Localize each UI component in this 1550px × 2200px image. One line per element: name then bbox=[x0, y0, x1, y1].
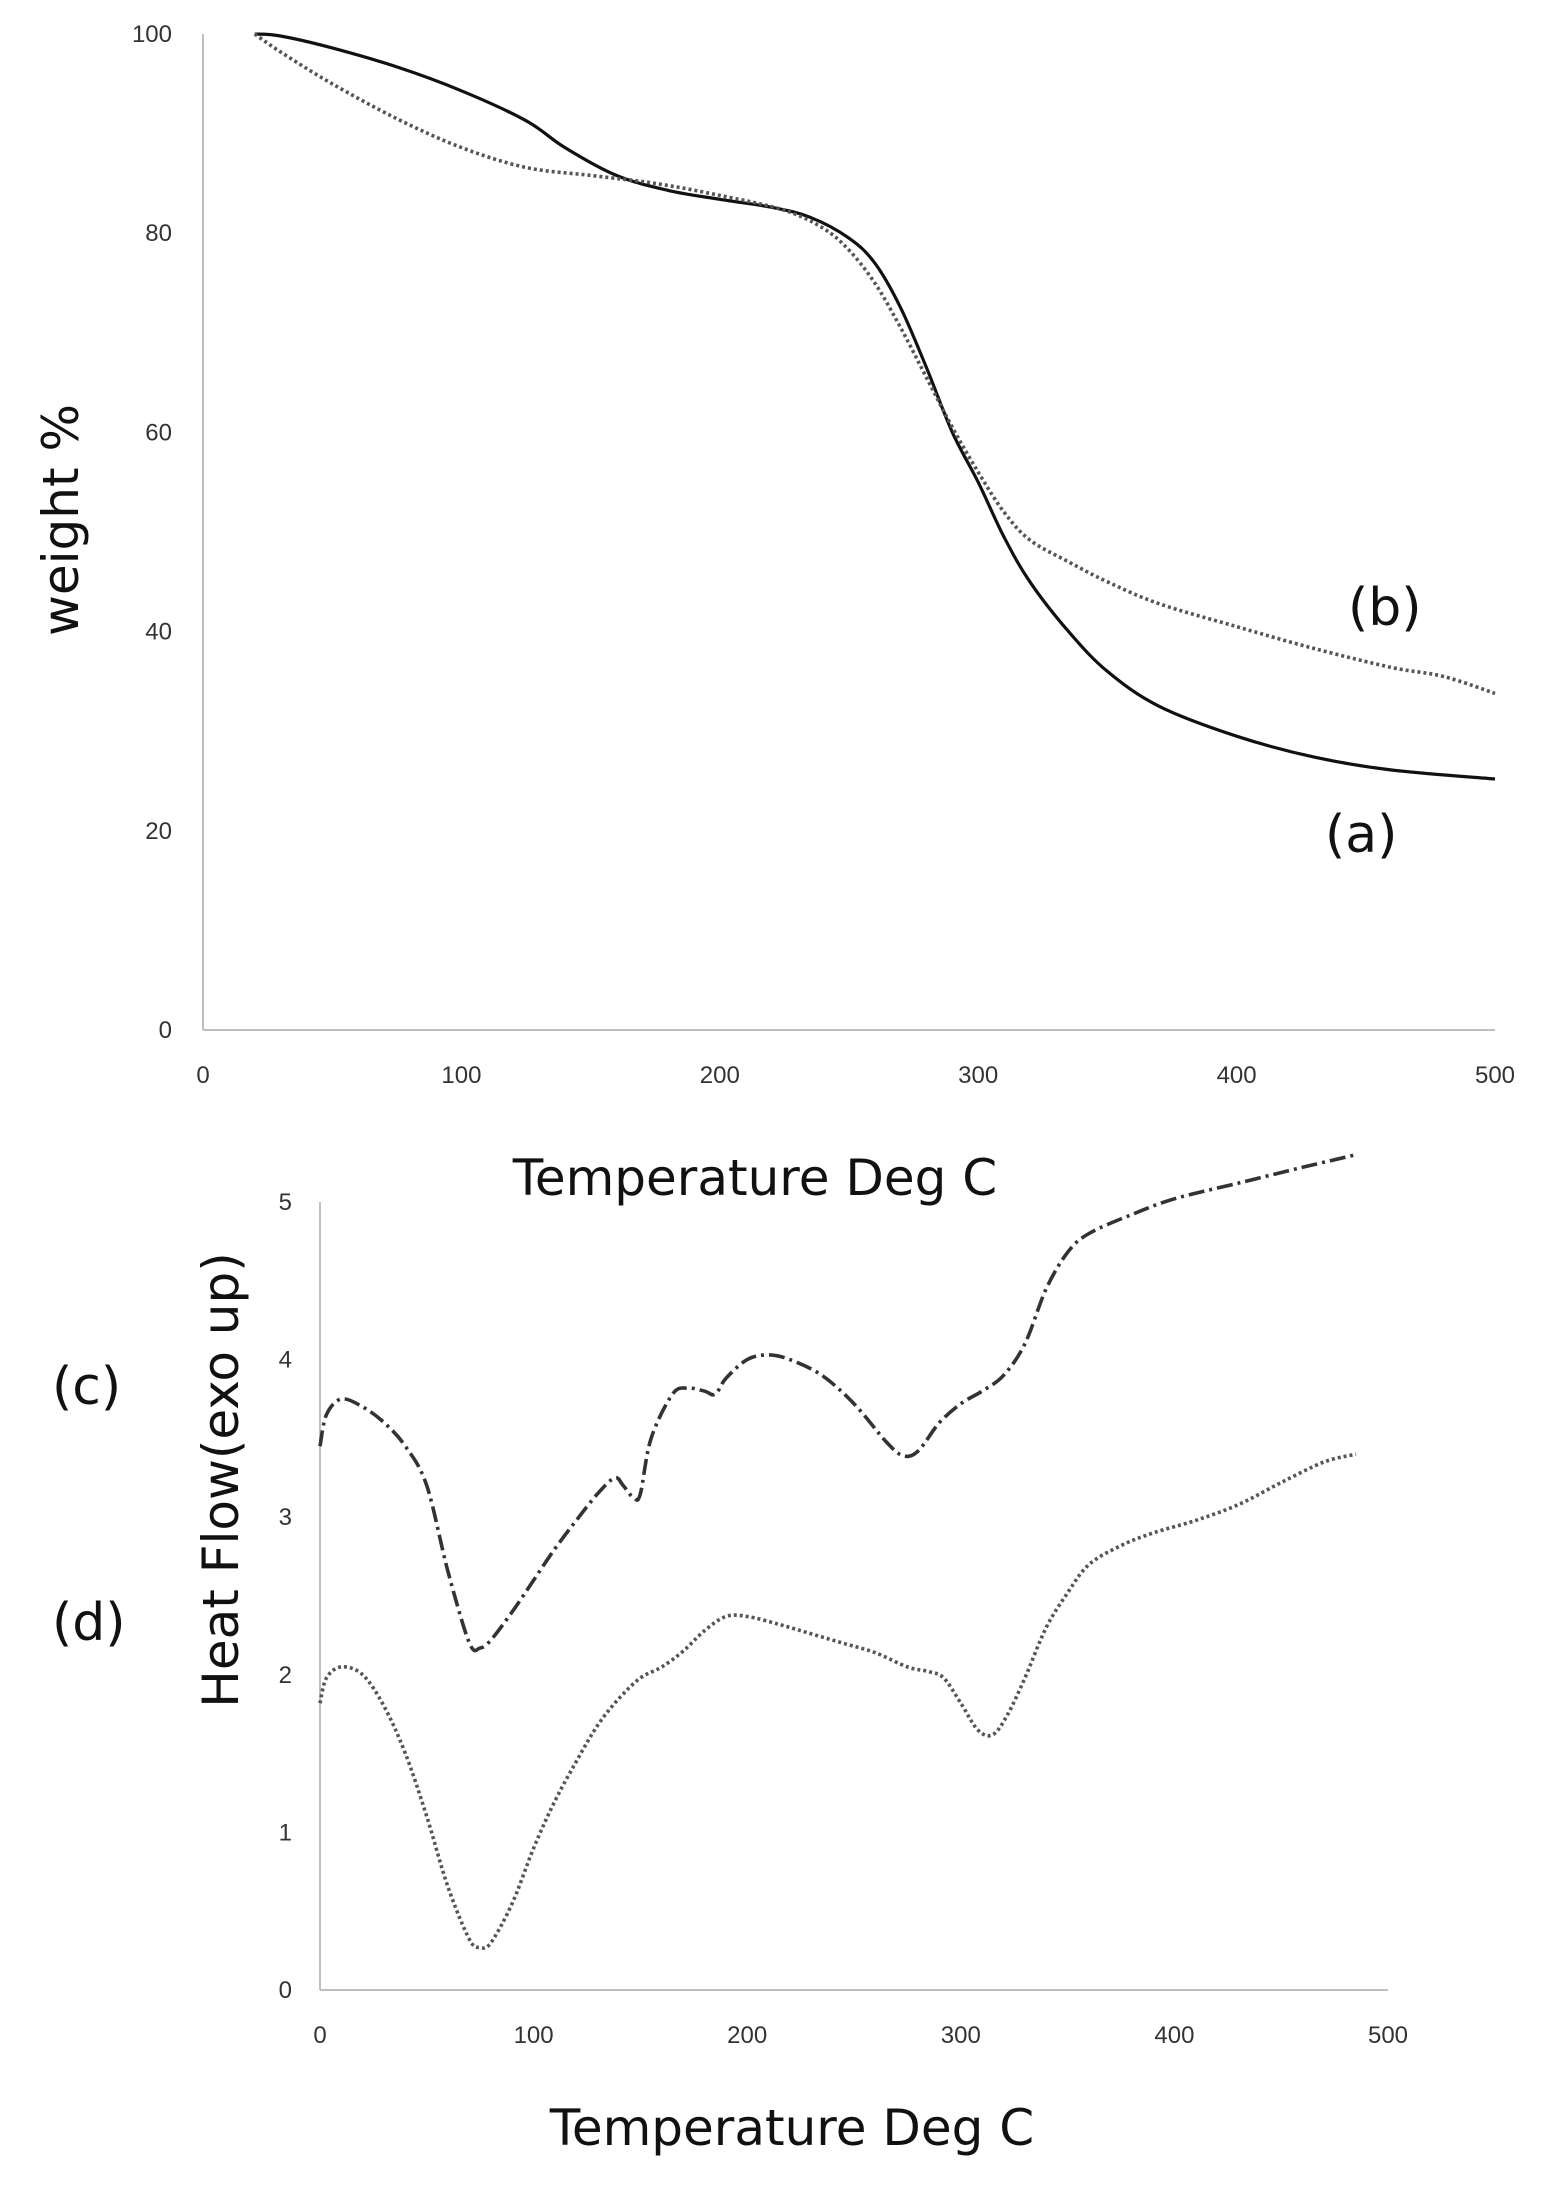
tga-y-tick-label: 20 bbox=[145, 818, 172, 845]
tga-panel: 0 20 40 60 80 100 0 100 200 300 400 500 weight % T… bbox=[32, 21, 1515, 1207]
tga-x-tick-label: 0 bbox=[196, 1062, 209, 1089]
tga-x-tick-label: 100 bbox=[441, 1062, 481, 1089]
tga-x-axis-title: Temperature Deg C bbox=[512, 1149, 997, 1207]
dsc-x-tick-label: 200 bbox=[727, 2022, 767, 2049]
dsc-y-tick-label: 4 bbox=[279, 1347, 292, 1374]
dsc-x-tick-label: 100 bbox=[514, 2022, 554, 2049]
dsc-x-tick-labels: 0 100 200 300 400 500 bbox=[313, 2022, 1408, 2049]
tga-y-axis-title: weight % bbox=[32, 404, 90, 636]
dsc-y-tick-label: 3 bbox=[279, 1504, 292, 1531]
tga-y-tick-label: 60 bbox=[145, 419, 172, 446]
dsc-annotation-d: (d) bbox=[52, 1593, 126, 1653]
dsc-series-line-c bbox=[318, 1152, 1357, 1653]
dsc-y-tick-label: 1 bbox=[279, 1819, 292, 1846]
tga-series bbox=[253, 32, 1496, 781]
dsc-y-tick-label: 2 bbox=[279, 1662, 292, 1689]
dsc-y-tick-labels: 0 1 2 3 4 5 bbox=[279, 1189, 292, 2004]
tga-x-tick-label: 200 bbox=[700, 1062, 740, 1089]
dsc-series bbox=[318, 1152, 1357, 1950]
dsc-x-tick-label: 500 bbox=[1368, 2022, 1408, 2049]
tga-y-tick-label: 80 bbox=[145, 220, 172, 247]
dsc-y-axis-title: Heat Flow(exo up) bbox=[192, 1252, 250, 1708]
tga-x-tick-label: 300 bbox=[958, 1062, 998, 1089]
dsc-series-line-d bbox=[318, 1452, 1357, 1950]
dsc-x-tick-label: 400 bbox=[1154, 2022, 1194, 2049]
tga-annotation-b: (b) bbox=[1348, 578, 1422, 638]
tga-y-tick-label: 100 bbox=[132, 21, 172, 48]
tga-x-tick-label: 400 bbox=[1217, 1062, 1257, 1089]
tga-x-tick-label: 500 bbox=[1475, 1062, 1515, 1089]
tga-series-line-b bbox=[253, 32, 1496, 696]
dsc-x-axis-title: Temperature Deg C bbox=[549, 2099, 1034, 2157]
dsc-x-tick-label: 0 bbox=[313, 2022, 326, 2049]
tga-y-tick-labels: 0 20 40 60 80 100 bbox=[132, 21, 172, 1044]
dsc-panel: 0 1 2 3 4 5 0 100 200 300 400 500 Heat Flow(exo up… bbox=[52, 1152, 1408, 2157]
dsc-x-tick-label: 300 bbox=[941, 2022, 981, 2049]
tga-x-tick-labels: 0 100 200 300 400 500 bbox=[196, 1062, 1515, 1089]
dsc-y-tick-label: 5 bbox=[279, 1189, 292, 1216]
tga-y-tick-label: 0 bbox=[159, 1017, 172, 1044]
tga-series-line-a bbox=[254, 32, 1496, 781]
dsc-annotation-c: (c) bbox=[52, 1357, 121, 1417]
dsc-y-tick-label: 0 bbox=[279, 1977, 292, 2004]
tga-annotation-a: (a) bbox=[1325, 805, 1397, 865]
tga-y-tick-label: 40 bbox=[145, 619, 172, 646]
